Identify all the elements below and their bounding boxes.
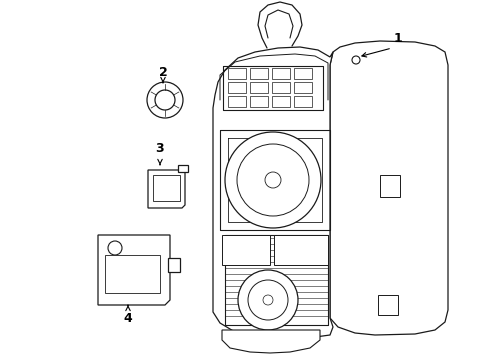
Circle shape (224, 132, 320, 228)
Text: 1: 1 (393, 32, 402, 45)
Circle shape (247, 280, 287, 320)
Circle shape (155, 90, 175, 110)
Polygon shape (329, 41, 447, 335)
Polygon shape (213, 47, 332, 339)
Polygon shape (148, 170, 184, 208)
Bar (271, 68, 289, 79)
Bar (293, 68, 311, 79)
Circle shape (351, 56, 359, 64)
Bar (249, 82, 267, 93)
Bar (227, 82, 245, 93)
Bar (249, 68, 267, 79)
Polygon shape (222, 330, 319, 353)
Bar (293, 82, 311, 93)
Polygon shape (168, 258, 180, 272)
Bar (271, 82, 289, 93)
Bar (293, 96, 311, 107)
Bar (379, 175, 399, 197)
Circle shape (264, 172, 281, 188)
Bar (227, 96, 245, 107)
Bar (271, 96, 289, 107)
Circle shape (238, 270, 297, 330)
Text: 3: 3 (155, 141, 164, 154)
Polygon shape (178, 165, 187, 172)
Bar (105, 255, 160, 293)
Text: 4: 4 (123, 311, 132, 324)
Circle shape (237, 144, 308, 216)
Circle shape (263, 295, 272, 305)
Bar (377, 295, 397, 315)
Bar (249, 96, 267, 107)
Polygon shape (98, 235, 170, 305)
Circle shape (108, 241, 122, 255)
Polygon shape (273, 235, 327, 265)
Text: 2: 2 (158, 66, 167, 78)
Polygon shape (222, 235, 269, 265)
Bar (227, 68, 245, 79)
Circle shape (147, 82, 183, 118)
Bar (153, 175, 180, 201)
